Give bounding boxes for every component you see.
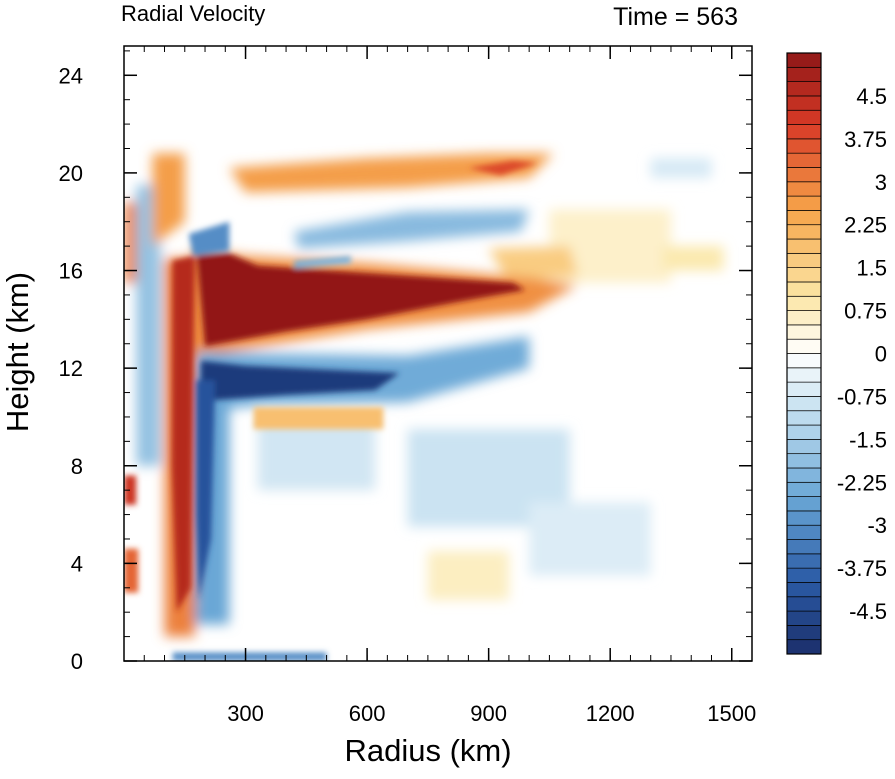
colorbar-label: 1.5 [856,256,887,281]
colorbar-swatch [786,496,822,512]
x-tick-label: 900 [470,701,507,726]
velocity-field [124,153,724,661]
colorbar-swatch [786,510,822,526]
colorbar-swatch [786,210,822,226]
colorbar-swatch [786,124,822,140]
colorbar-swatch [786,238,822,254]
colorbar-swatch [786,338,822,354]
x-axis-label: Radius (km) [344,733,511,768]
colorbar-swatch [786,281,822,297]
colorbar-label: -0.75 [837,384,887,409]
colorbar-swatch [786,596,822,612]
x-tick-label: 1500 [707,701,756,726]
colorbar-swatch [786,481,822,497]
field-patch [650,158,712,178]
colorbar: 4.5 3.75 3 2.25 1.5 0.75 0 -0.75 -1.5 -2.25 -3 -3.7… [786,52,887,655]
colorbar-swatch [786,539,822,555]
y-axis: 0 4 8 12 16 20 24 [59,50,752,674]
colorbar-swatch [786,167,822,183]
colorbar-swatch [786,310,822,326]
colorbar-swatch [786,524,822,540]
colorbar-swatch [786,553,822,569]
colorbar-swatch [786,152,822,168]
y-tick-label: 24 [59,63,83,88]
inflow-band-18km [294,209,530,249]
field-patch [662,246,724,271]
x-tick-label: 600 [349,701,386,726]
chart-title-right: Time = 563 [613,3,738,31]
colorbar-swatch [786,81,822,97]
upper-eyewall-outflow [152,153,185,247]
colorbar-label: 4.5 [856,84,887,109]
y-tick-label: 8 [71,454,83,479]
colorbar-swatch [786,181,822,197]
colorbar-swatch [786,381,822,397]
colorbar-swatch [786,353,822,369]
colorbar-swatch [786,109,822,125]
colorbar-label: -2.25 [837,470,887,495]
colorbar-label: -3 [867,513,887,538]
inflow-band-core [201,360,400,403]
colorbar-swatch [786,410,822,426]
colorbar-swatch [786,295,822,311]
x-tick-label: 1200 [586,701,635,726]
colorbar-swatch [786,267,822,283]
y-tick-label: 12 [59,356,83,381]
colorbar-label: 0.75 [844,299,887,324]
colorbar-swatch [786,582,822,598]
y-tick-label: 16 [59,259,83,284]
upper-eyewall-inflow [188,221,230,256]
colorbar-swatch [786,66,822,82]
colorbar-label: 3 [875,170,887,195]
left-edge-outflow [124,475,137,505]
inner-inflow-core [196,380,216,600]
colorbar-label: -3.75 [837,556,887,581]
outflow-band-20km [229,153,554,193]
y-tick-label: 20 [59,161,83,186]
y-axis-label: Height (km) [0,272,35,432]
colorbar-swatch [786,195,822,211]
surface-inflow [172,652,327,661]
colorbar-label: -4.5 [849,599,887,624]
colorbar-swatch [786,367,822,383]
outflow-band-10km [253,407,384,430]
colorbar-swatch [786,453,822,469]
field-patch [427,551,509,600]
colorbar-label: -1.5 [849,427,887,452]
upper-eyewall-inflow-2 [294,255,351,269]
colorbar-swatch [786,424,822,440]
colorbar-frame [786,52,822,655]
colorbar-label: 0 [875,342,887,367]
colorbar-swatch [786,439,822,455]
chart-title-left: Radial Velocity [121,1,265,26]
outflow-tongue [196,253,526,347]
colorbar-swatch [786,567,822,583]
outflow-band-20km-core [468,160,538,176]
colorbar-swatch [786,396,822,412]
field-patch [529,502,651,576]
left-edge-outflow [124,548,139,593]
colorbar-label: 2.25 [844,213,887,238]
outflow-band-17km [488,246,578,283]
eyewall-column [171,255,195,613]
colorbar-swatch [786,138,822,154]
y-tick-label: 0 [71,649,83,674]
colorbar-swatch [786,52,822,68]
colorbar-swatch [786,467,822,483]
plot-frame [123,45,753,662]
x-axis: 300 600 900 1200 1500 [143,46,756,726]
colorbar-swatch [786,639,822,655]
colorbar-swatch [786,324,822,340]
colorbar-swatch [786,625,822,641]
colorbar-swatch [786,95,822,111]
colorbar-swatch [786,252,822,268]
colorbar-label: 3.75 [844,127,887,152]
x-tick-label: 300 [227,701,264,726]
y-tick-label: 4 [71,551,83,576]
colorbar-swatch [786,610,822,626]
colorbar-swatch [786,224,822,240]
